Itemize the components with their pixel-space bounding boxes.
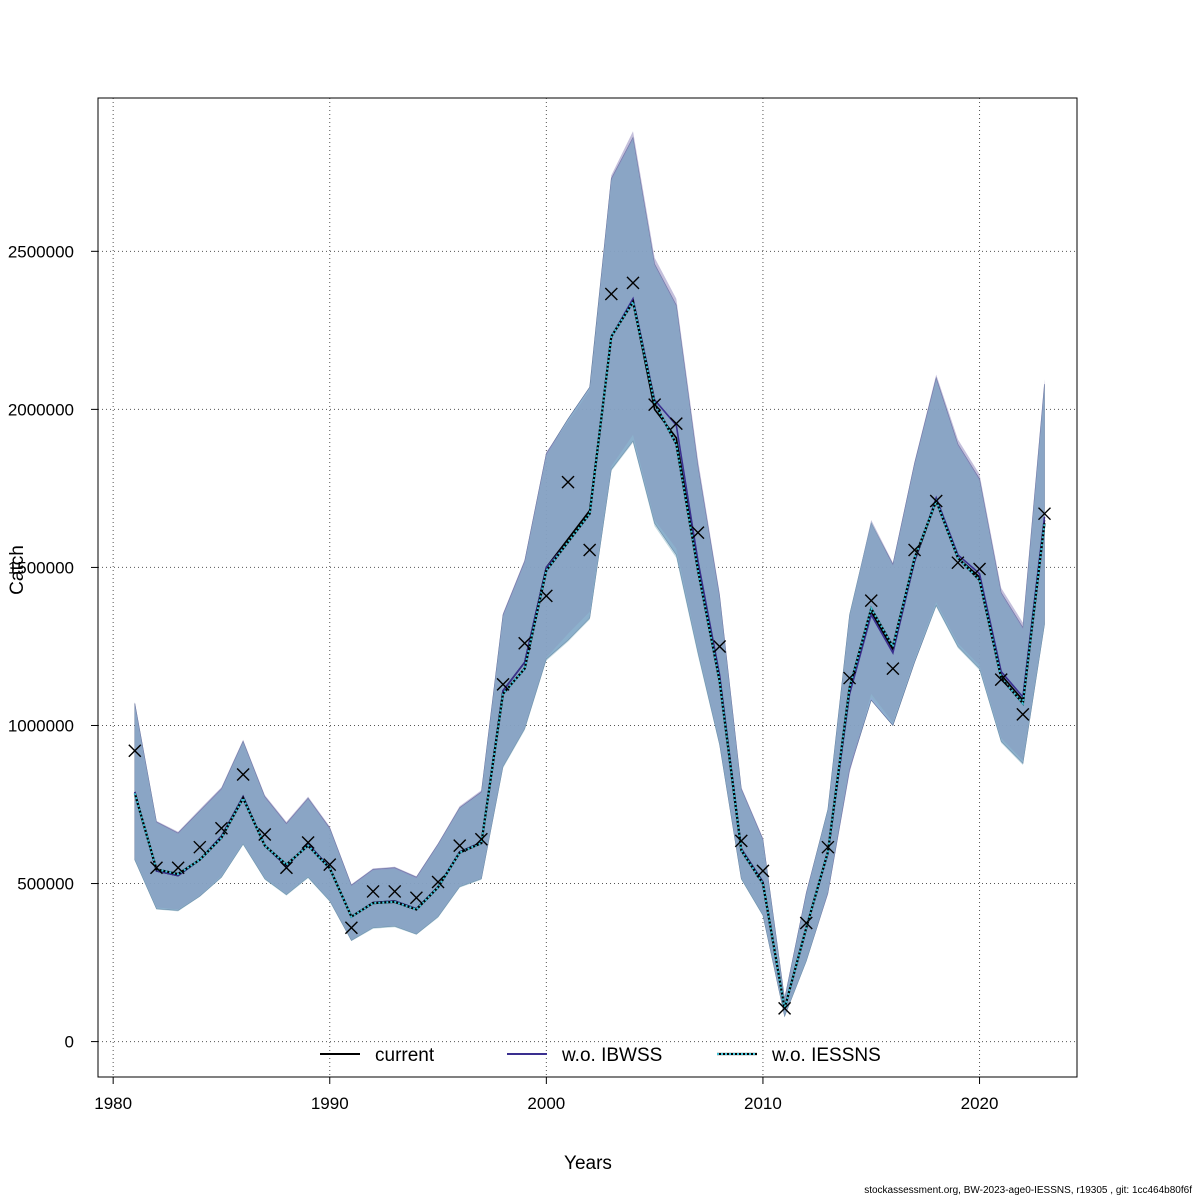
observed-points: [128, 276, 1052, 1015]
observed-marker: [236, 767, 250, 781]
legend: current w.o. IBWSS w.o. IESSNS: [320, 1045, 881, 1066]
y-axis: 0 500000 1000000 1500000 2000000 2500000: [8, 242, 99, 1052]
observed-marker: [409, 891, 423, 905]
observed-marker: [604, 287, 618, 301]
observed-marker: [561, 475, 575, 489]
x-tick-label: 2000: [527, 1094, 565, 1113]
legend-label: w.o. IBWSS: [561, 1045, 662, 1066]
observed-marker: [258, 828, 272, 842]
observed-marker: [669, 417, 683, 431]
observed-marker: [864, 594, 878, 608]
legend-label: current: [375, 1045, 435, 1066]
observed-marker: [344, 921, 358, 935]
confidence-bands: [134, 131, 1045, 1018]
observed-marker: [496, 677, 510, 691]
observed-marker: [691, 526, 705, 540]
series-lines: [133, 296, 1046, 1009]
y-tick-label: 1000000: [8, 716, 74, 735]
y-tick-label: 2000000: [8, 400, 74, 419]
observed-marker: [301, 835, 315, 849]
observed-marker: [323, 858, 337, 872]
observed-marker: [908, 543, 922, 557]
series-line-underlay: [133, 299, 1046, 1009]
observed-marker: [431, 875, 445, 889]
observed-marker: [799, 916, 813, 930]
y-tick-label: 2500000: [8, 242, 74, 261]
observed-marker: [128, 744, 142, 758]
observed-marker: [366, 884, 380, 898]
observed-marker: [539, 589, 553, 603]
observed-marker: [518, 636, 532, 650]
x-axis: 1980 1990 2000 2010 2020: [94, 1076, 999, 1113]
observed-marker: [756, 864, 770, 878]
observed-marker: [994, 673, 1008, 687]
x-tick-label: 1990: [311, 1094, 349, 1113]
observed-marker: [1016, 707, 1030, 721]
observed-marker: [149, 861, 163, 875]
x-tick-label: 1980: [94, 1094, 132, 1113]
observed-marker: [171, 861, 185, 875]
observed-marker: [388, 884, 402, 898]
y-tick-label: 0: [65, 1033, 74, 1052]
y-tick-label: 500000: [17, 875, 74, 894]
observed-marker: [453, 839, 467, 853]
legend-label: w.o. IESSNS: [771, 1045, 881, 1066]
observed-marker: [279, 861, 293, 875]
observed-marker: [886, 662, 900, 676]
observed-marker: [648, 398, 662, 412]
observed-marker: [193, 840, 207, 854]
observed-marker: [474, 832, 488, 846]
observed-marker: [929, 494, 943, 508]
observed-marker: [626, 276, 640, 290]
x-axis-label: Years: [564, 1153, 612, 1174]
observed-marker: [734, 834, 748, 848]
observed-marker: [843, 671, 857, 685]
observed-marker: [713, 639, 727, 653]
observed-marker: [778, 1001, 792, 1015]
y-axis-label: Catch: [7, 545, 28, 595]
observed-marker: [821, 840, 835, 854]
x-tick-label: 2010: [744, 1094, 782, 1113]
observed-marker: [973, 562, 987, 576]
observed-marker: [1038, 507, 1052, 521]
observed-marker: [214, 821, 228, 835]
confidence-band-2: [134, 139, 1045, 1017]
y-tick-label: 1500000: [8, 558, 74, 577]
x-tick-label: 2020: [961, 1094, 999, 1113]
footer-credit: stockassessment.org, BW-2023-age0-IESSNS…: [864, 1185, 1192, 1196]
observed-marker: [951, 556, 965, 570]
observed-marker: [583, 543, 597, 557]
